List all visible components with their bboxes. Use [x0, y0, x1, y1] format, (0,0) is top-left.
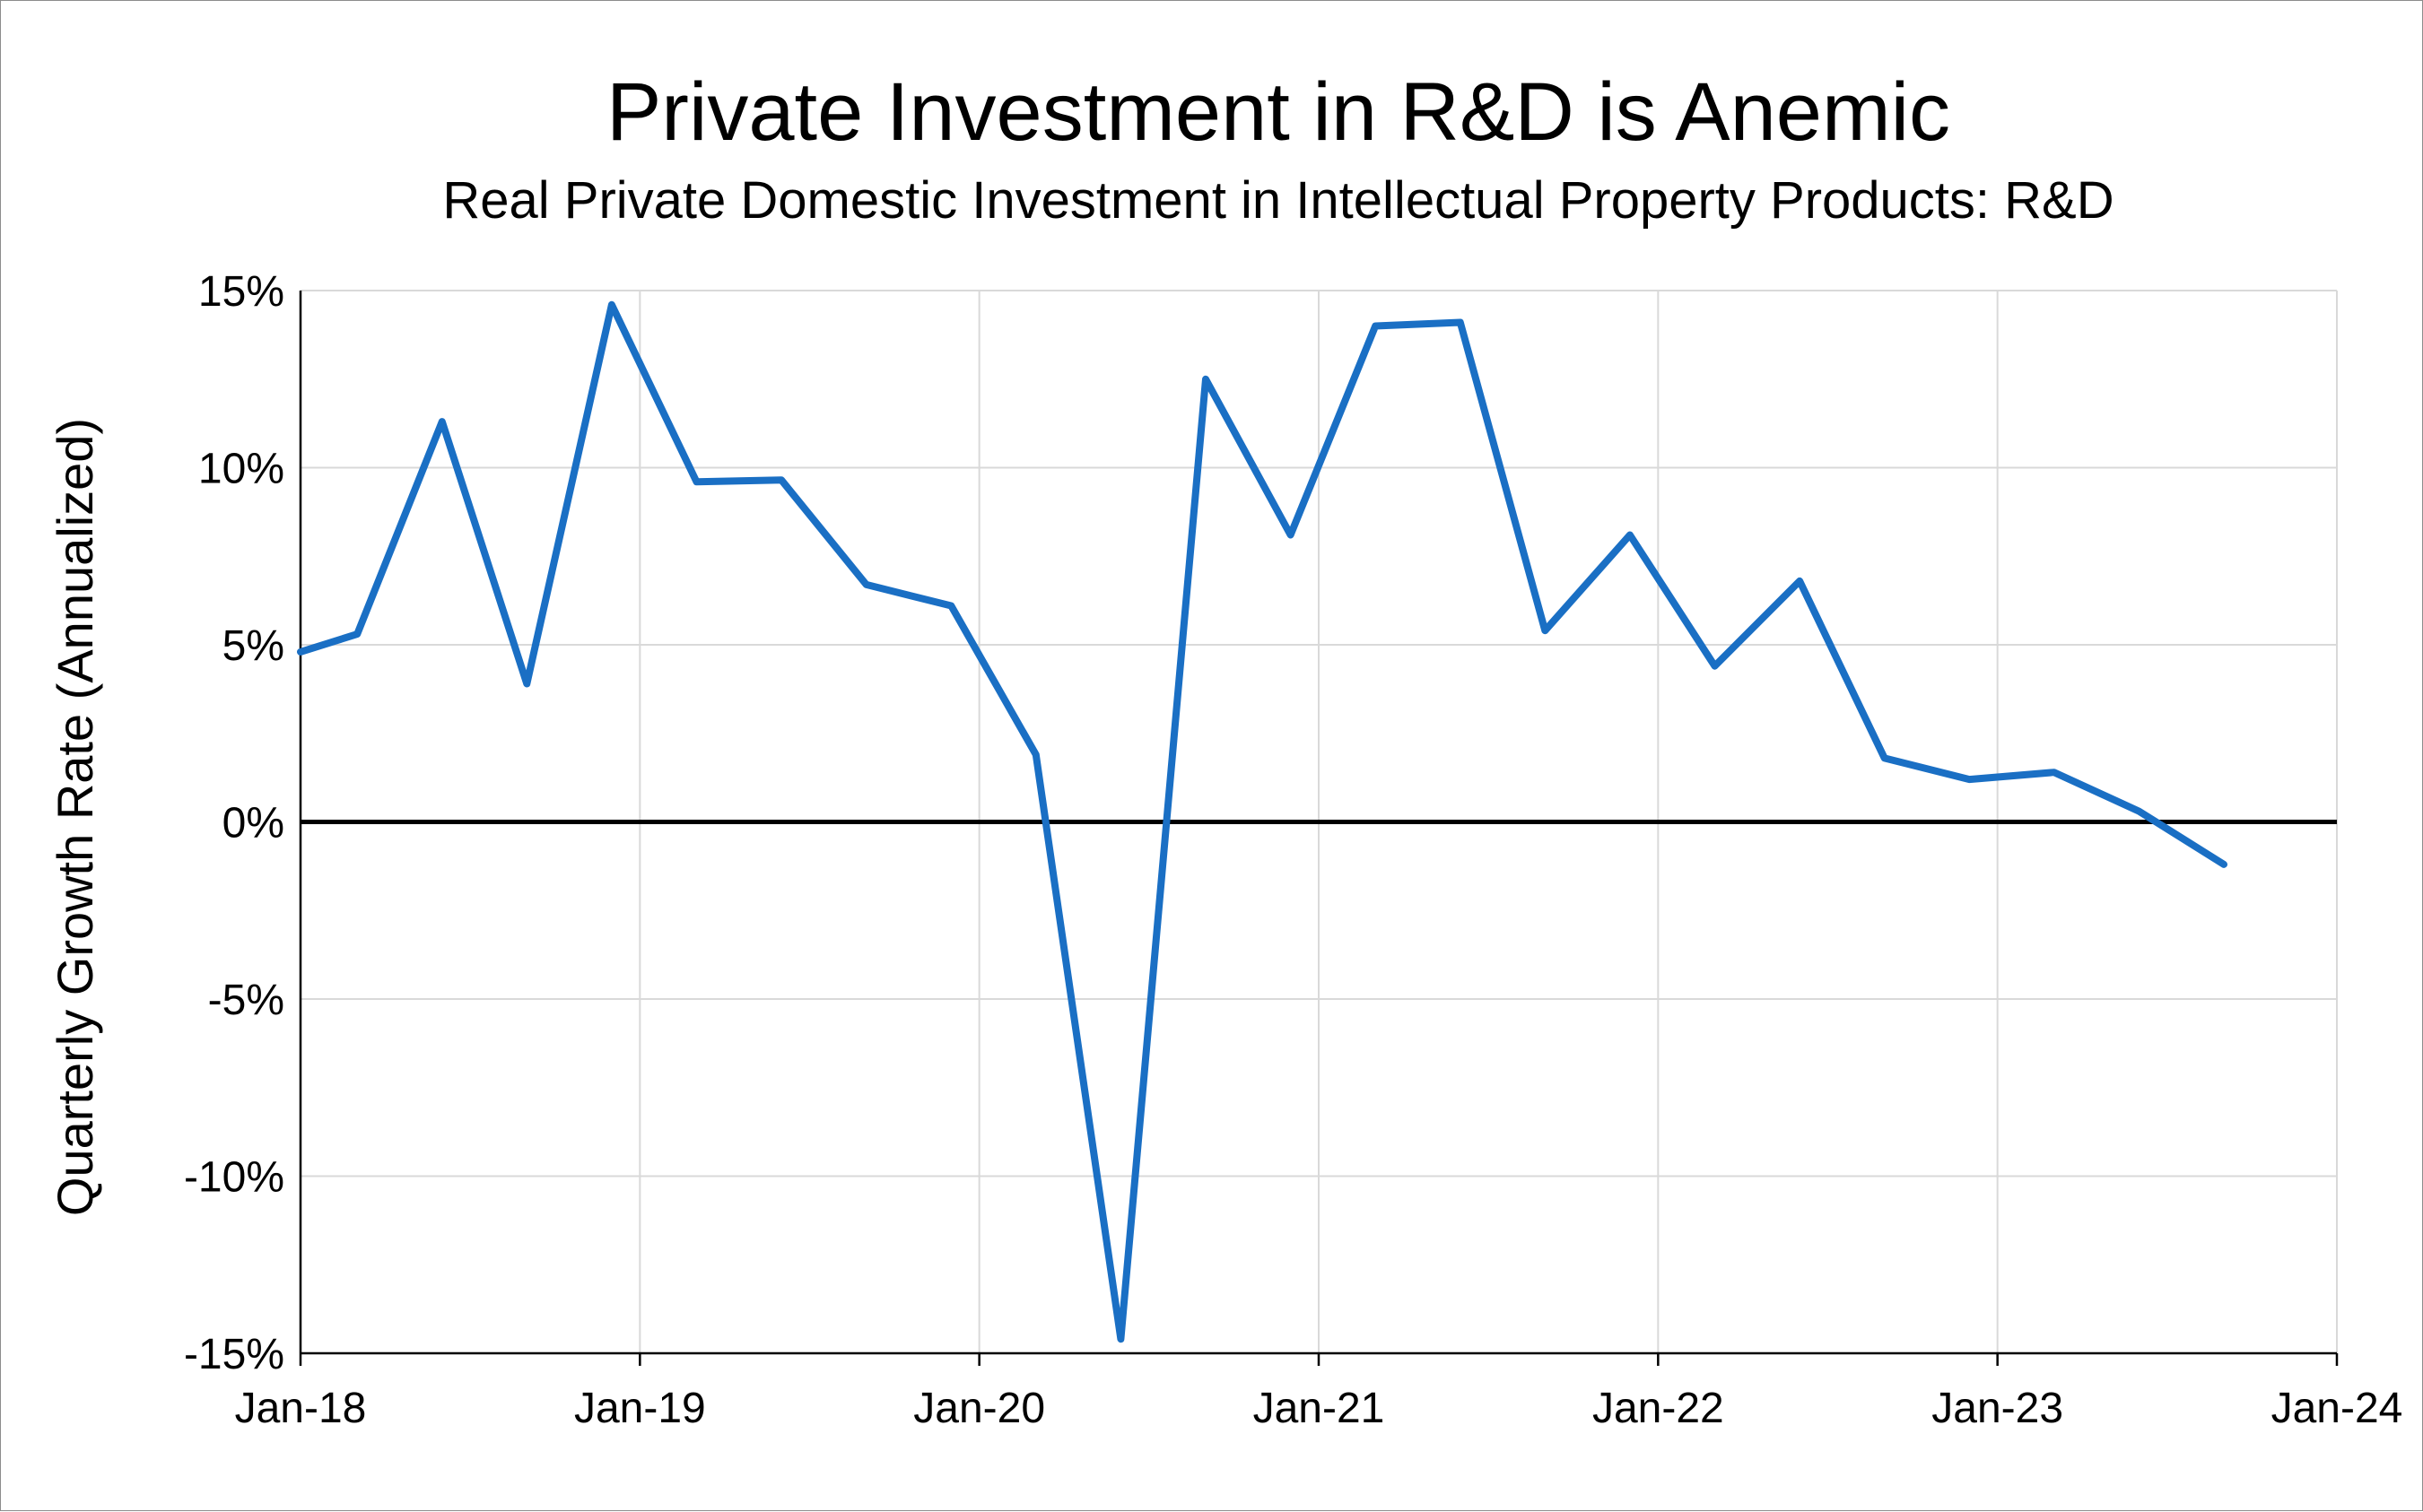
x-tick-label: Jan-19	[574, 1385, 706, 1432]
y-tick-label: 10%	[198, 446, 284, 493]
x-tick-label: Jan-18	[235, 1385, 367, 1432]
x-tick-label: Jan-21	[1253, 1385, 1385, 1432]
x-tick-label: Jan-24	[2271, 1385, 2403, 1432]
y-tick-label: -10%	[184, 1154, 284, 1202]
series-line-rd	[297, 300, 2227, 1343]
x-tick-label: Jan-23	[1931, 1385, 2063, 1432]
y-tick-label: 0%	[222, 800, 284, 847]
chart-title: Private Investment in R&D is Anemic	[606, 66, 1950, 158]
y-axis-label: Quarterly Growth Rate (Annualized)	[47, 418, 103, 1216]
chart-subtitle: Real Private Domestic Investment in Inte…	[442, 171, 2114, 230]
tick-labels: 15% 10% 5% 0% -5% -10% -15% Jan-18 Jan-19 Jan-20 J…	[184, 268, 2402, 1432]
y-tick-label: 5%	[222, 622, 284, 670]
series-lines	[297, 300, 2227, 1343]
y-tick-label: 15%	[198, 268, 284, 316]
axes	[299, 291, 2339, 1366]
x-tick-label: Jan-22	[1592, 1385, 1724, 1432]
y-tick-label: -15%	[184, 1331, 284, 1378]
y-tick-label: -5%	[208, 977, 284, 1024]
x-tick-label: Jan-20	[913, 1385, 1045, 1432]
